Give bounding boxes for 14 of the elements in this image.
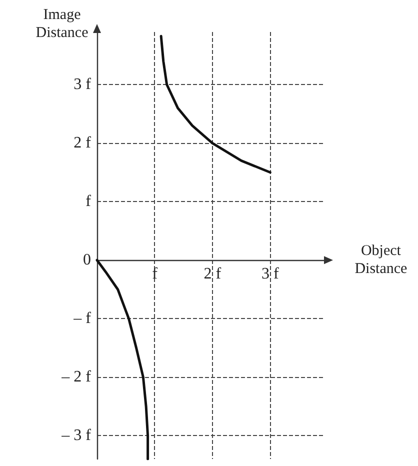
- line-series: [160, 34, 272, 174]
- x-axis-title: Object Distance: [354, 243, 408, 278]
- y-tick-label: 3 f: [74, 76, 92, 94]
- x-tick-label: 3 f: [262, 266, 280, 283]
- y-tick-label: – f: [72, 310, 92, 328]
- y-axis-title: Image Distance: [36, 7, 89, 41]
- y-tick-label: f: [86, 193, 92, 210]
- y-tick-label: 2 f: [74, 134, 92, 152]
- y-tick-label: – 3 f: [60, 427, 92, 444]
- y-tick-label: – 2 f: [60, 368, 92, 386]
- y-tick-label: 0: [83, 252, 91, 269]
- x-tick-label: f: [152, 266, 158, 283]
- line-series: [96, 258, 150, 460]
- x-tick-label: 2 f: [204, 266, 222, 283]
